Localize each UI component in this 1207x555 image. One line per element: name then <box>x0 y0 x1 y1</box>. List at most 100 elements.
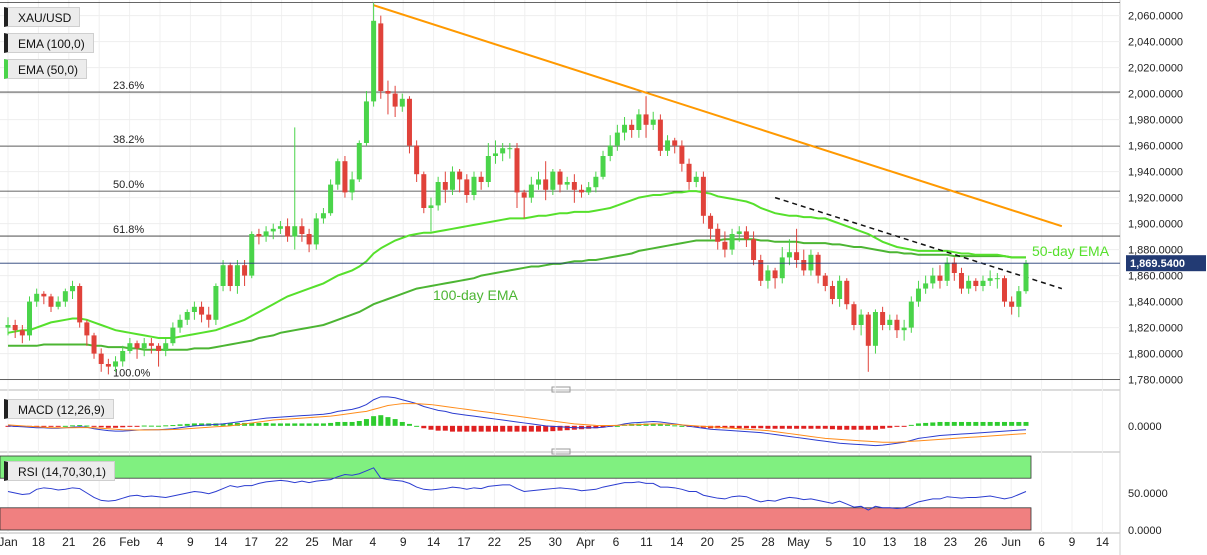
legend-symbol[interactable]: XAU/USD <box>4 7 81 27</box>
candle-body-up <box>614 132 620 146</box>
x-tick-label: 4 <box>157 535 164 549</box>
macd-histogram-bar-positive <box>227 422 233 426</box>
macd-histogram-bar-negative <box>48 425 54 427</box>
macd-histogram-bar-negative <box>736 425 742 429</box>
macd-histogram-bar-positive <box>958 421 964 426</box>
macd-histogram-bar-positive <box>270 423 276 426</box>
price-tick-label: 1,900.0000 <box>1128 219 1183 231</box>
candle-body-up <box>141 343 147 349</box>
macd-histogram-bar-positive <box>292 423 298 426</box>
macd-histogram-bar-positive <box>320 423 326 426</box>
macd-histogram-bar-positive <box>84 425 90 427</box>
macd-histogram-bar-negative <box>801 425 807 429</box>
candle-body-up <box>113 361 119 367</box>
axes: Jan 18 21 26 Feb 4 9 14 17 22 25 Mar 4 9 14 17 22 25 30 Apr… <box>0 11 1206 549</box>
macd-histogram-bar-negative <box>127 425 133 427</box>
candle-body-down <box>657 119 663 151</box>
macd-histogram-bar-positive <box>923 422 929 426</box>
price-tick-label: 1,840.0000 <box>1128 297 1183 309</box>
candle-body-up <box>887 319 893 325</box>
legend-rsi-label: RSI (14,70,30,1) <box>18 465 107 479</box>
macd-histogram-bar-negative <box>779 425 785 429</box>
candle-body-down <box>751 239 757 260</box>
macd-histogram-bar-negative <box>901 425 907 427</box>
x-tick-label: 25 <box>305 535 319 549</box>
macd-histogram-bar-negative <box>844 425 850 430</box>
macd-histogram-bar-positive <box>328 422 334 426</box>
price-tick-label: 1,920.0000 <box>1128 193 1183 205</box>
macd-histogram-bar-positive <box>191 423 197 426</box>
candle-body-up <box>536 179 542 185</box>
x-tick-label: Feb <box>119 535 140 549</box>
candle-body-up <box>564 182 570 185</box>
candle-body-up <box>550 171 556 190</box>
x-tick-label: 13 <box>883 535 897 549</box>
macd-histogram-bar-negative <box>829 425 835 430</box>
legend-ema100[interactable]: EMA (100,0) <box>4 33 94 53</box>
macd-histogram-bar-positive <box>378 415 384 426</box>
candle-body-down <box>514 148 520 193</box>
price-tick-label: 1,980.0000 <box>1128 115 1183 127</box>
candle-body-down <box>206 314 212 320</box>
candle-body-down <box>672 140 678 146</box>
macd-histogram-bar-negative <box>593 425 599 429</box>
rsi-overbought-zone <box>0 455 1032 479</box>
candle-body-up <box>485 156 491 182</box>
macd-histogram-bar-positive <box>163 425 169 427</box>
price-tick-label: 1,960.0000 <box>1128 141 1183 153</box>
candle-body-up <box>170 327 176 344</box>
x-tick-label: 25 <box>518 535 532 549</box>
candle-body-down <box>851 304 857 325</box>
candle-body-down <box>442 182 448 190</box>
macd-histogram-bar-negative <box>693 425 699 428</box>
fib-level-label: 100.0% <box>113 368 151 380</box>
macd-histogram-bar-positive <box>62 425 68 427</box>
candle-body-up <box>930 275 936 284</box>
macd-histogram-bar-positive <box>148 425 154 427</box>
candle-body-up <box>693 176 699 182</box>
candle-body-down <box>148 343 154 346</box>
candle-body-up <box>249 234 255 276</box>
candle-body-down <box>12 325 18 331</box>
candle-body-up <box>263 231 269 237</box>
candle-body-up <box>908 301 914 328</box>
macd-histogram-bar-negative <box>880 425 886 429</box>
legend-macd[interactable]: MACD (12,26,9) <box>4 399 114 419</box>
candle-body-down <box>543 179 549 190</box>
candle-body-down <box>844 280 850 305</box>
macd-histogram-bar-positive <box>414 425 420 427</box>
candle-body-up <box>70 286 76 292</box>
candle-body-up <box>356 143 362 180</box>
macd-histogram-bar-positive <box>392 419 398 426</box>
candle-body-up <box>736 231 742 234</box>
x-tick-label: 18 <box>32 535 46 549</box>
legend-macd-label: MACD (12,26,9) <box>18 403 105 417</box>
candle-body-down <box>579 189 585 193</box>
candle-body-up <box>1023 263 1029 292</box>
macd-histogram-bar-negative <box>134 425 140 427</box>
candle-body-up <box>449 171 455 190</box>
candle-body-down <box>84 322 90 336</box>
macd-histogram-bar-negative <box>815 425 821 429</box>
macd-histogram-bar-positive <box>657 423 663 426</box>
pane-resize-handle-2 <box>551 448 571 455</box>
candle-body-down <box>306 234 312 245</box>
legend-ema50[interactable]: EMA (50,0) <box>4 59 88 79</box>
macd-histogram-bar-positive <box>937 421 943 426</box>
macd-histogram-bar-negative <box>786 425 792 429</box>
candle-body-up <box>622 124 628 133</box>
macd-histogram-bar-positive <box>177 424 183 426</box>
legend-rsi[interactable]: RSI (14,70,30,1) <box>4 461 116 481</box>
fib-level-label: 50.0% <box>113 179 144 191</box>
rsi-oversold-zone <box>0 507 1032 531</box>
candle-body-up <box>872 312 878 346</box>
candle-body-down <box>973 280 979 286</box>
fib-level-label: 0.0% <box>113 0 138 3</box>
candle-body-down <box>385 91 391 94</box>
candle-body-down <box>134 343 140 349</box>
candle-body-up <box>492 153 498 156</box>
candle-body-down <box>801 260 807 271</box>
macd-histogram-bar-positive <box>966 421 972 426</box>
x-tick-label: 26 <box>93 535 107 549</box>
candle-body-up <box>471 176 477 195</box>
